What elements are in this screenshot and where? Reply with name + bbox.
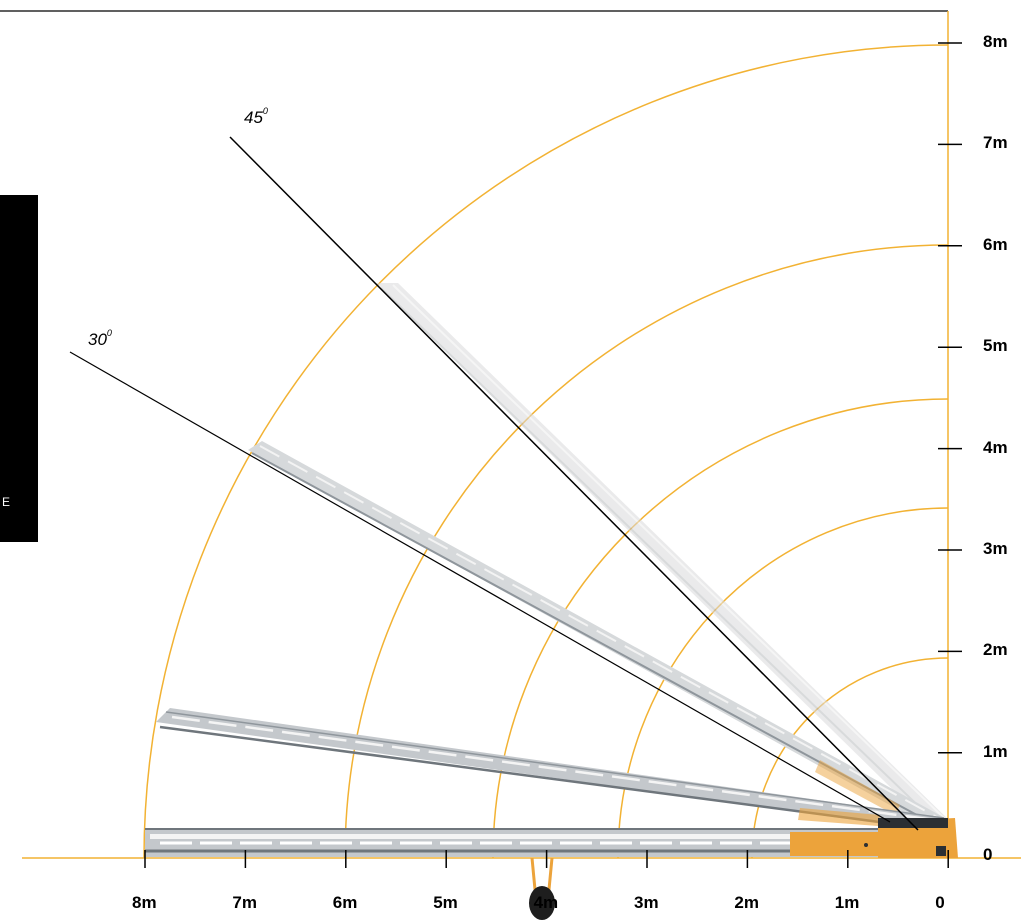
y-axis-label: 8m (983, 32, 1008, 51)
x-axis-label: 7m (232, 893, 257, 912)
x-axis-label: 6m (332, 893, 358, 912)
x-axis-label: 3m (634, 893, 659, 912)
x-axis-label: 2m (734, 893, 759, 912)
arc-2m (751, 657, 949, 859)
angle-line-45 (229, 136, 919, 831)
angle-label-45: 450 (244, 106, 268, 128)
y-axis-label: 2m (983, 640, 1008, 660)
y-axis-label: 7m (983, 133, 1008, 153)
pivot-wheel-icon (529, 857, 555, 920)
angle-label-30: 300 (88, 328, 112, 350)
x-axis-label: 8m (132, 893, 157, 912)
x-axis-label: 1m (834, 893, 860, 912)
conveyor-10deg (156, 708, 945, 832)
conveyor-30deg (248, 441, 945, 830)
y-axis-label: 6m (983, 234, 1008, 254)
angle-45-unit: 0 (262, 106, 268, 116)
side-tab: E (0, 195, 38, 542)
conveyor-45deg (376, 283, 952, 828)
engine-unit-icon (790, 818, 958, 858)
y-axis-label: 1m (983, 741, 1008, 761)
y-axis-label: 5m (983, 336, 1008, 356)
x-axis-label: 0 (935, 893, 945, 912)
x-axis-label: 4m (533, 893, 559, 912)
x-axis-label: 5m (433, 893, 458, 912)
y-axis-label: 0 (983, 845, 993, 864)
y-axis-label: 3m (983, 539, 1008, 558)
angle-30-value: 30 (88, 330, 107, 349)
arc-4.5m (492, 398, 949, 859)
side-tab-mark: E (2, 495, 10, 509)
y-axis-label: 4m (983, 437, 1008, 457)
angle-45-value: 45 (244, 108, 263, 127)
angle-line-30 (69, 351, 891, 823)
angle-30-unit: 0 (106, 328, 112, 338)
